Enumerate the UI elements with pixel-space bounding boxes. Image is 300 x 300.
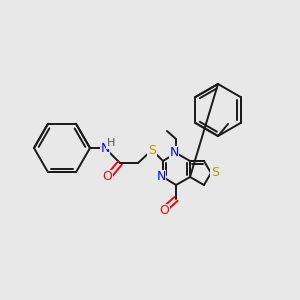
Text: S: S	[148, 143, 156, 157]
Text: S: S	[211, 167, 219, 179]
Text: O: O	[102, 170, 112, 184]
Text: O: O	[159, 205, 169, 218]
Text: N: N	[156, 170, 166, 184]
Text: N: N	[169, 146, 179, 160]
Text: N: N	[100, 142, 110, 154]
Text: H: H	[107, 138, 115, 148]
